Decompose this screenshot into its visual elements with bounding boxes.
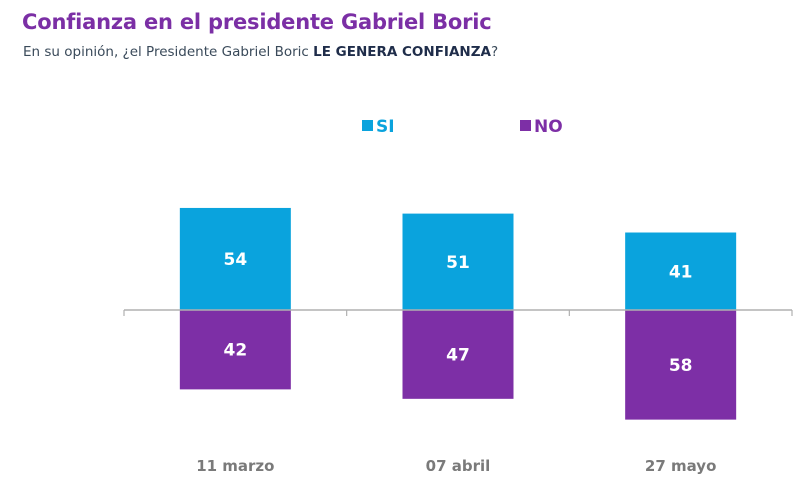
legend-label-si: SI [376,117,395,137]
bar-label-si-3: 41 [669,262,693,282]
bar-no-3 [625,310,737,420]
bar-no-1 [179,310,291,390]
category-labels: 11 marzo 07 abril 27 mayo [196,457,716,475]
subtitle-end: ? [490,44,499,60]
bar-label-no-2: 47 [446,345,470,365]
category-label-2: 07 abril [426,457,491,475]
category-label-1: 11 marzo [196,457,274,475]
legend-label-no: NO [534,117,563,137]
bar-si-2 [402,213,514,310]
subtitle-emphasis: LE GENERA CONFIANZA [313,44,491,60]
bars: 54 42 51 47 41 58 [179,207,737,420]
chart-title: Confianza en el presidente Gabriel Boric [22,10,492,34]
bar-label-si-1: 54 [223,250,247,270]
bar-label-no-1: 42 [223,341,247,361]
subtitle-text: En su opinión, ¿el Presidente Gabriel Bo… [23,44,314,60]
legend: SI NO [362,117,563,137]
bar-label-si-2: 51 [446,253,470,273]
legend-swatch-no [520,120,531,131]
bar-no-2 [402,310,514,399]
category-label-3: 27 mayo [645,457,716,475]
x-axis [123,309,793,316]
legend-swatch-si [362,120,373,131]
chart-subtitle: En su opinión, ¿el Presidente Gabriel Bo… [23,44,498,60]
bar-label-no-3: 58 [669,356,693,376]
bar-si-3 [625,232,737,310]
bar-si-1 [179,207,291,310]
